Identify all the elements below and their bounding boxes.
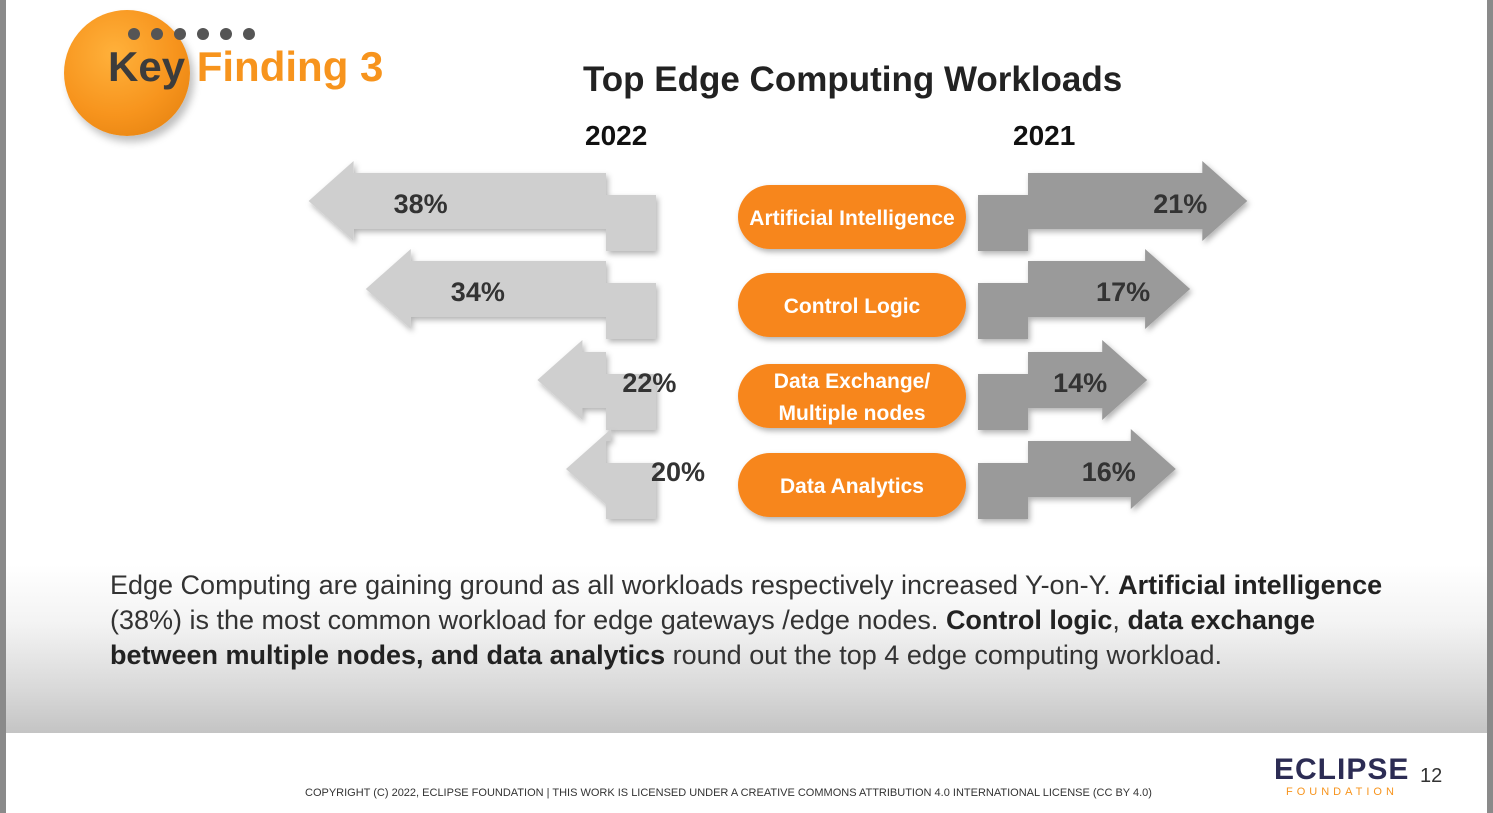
year-label-2022: 2022 (585, 120, 648, 151)
value-label-2022-4: 20% (651, 457, 705, 487)
category-label-4: Data Analytics (780, 475, 924, 498)
badge-dot (243, 28, 255, 40)
desc-part: round out the top 4 edge computing workl… (665, 640, 1223, 670)
logo-sub-text: FOUNDATION (1286, 786, 1398, 798)
value-label-2022-2: 34% (451, 277, 505, 307)
category-pill-1 (738, 185, 966, 249)
description-band (6, 565, 1487, 733)
desc-part: (38%) is the most common workload for ed… (110, 605, 946, 635)
value-label-2021-4: 16% (1082, 457, 1136, 487)
slide-frame-left (0, 0, 6, 813)
copyright-notice: COPYRIGHT (C) 2022, ECLIPSE FOUNDATION |… (305, 787, 1152, 799)
key-finding-title: Key Finding 3 (108, 42, 383, 92)
page-number: 12 (1420, 765, 1443, 787)
badge-dot (220, 28, 232, 40)
value-label-2022-3: 22% (622, 368, 676, 398)
logo-main-text: ECLIPSE (1274, 753, 1410, 786)
badge-dot (197, 28, 209, 40)
badge-dots (128, 28, 255, 40)
desc-part: Edge Computing are gaining ground as all… (110, 570, 1119, 600)
arrow-2021-4 (978, 429, 1176, 519)
desc-bold: Artificial intelligence (1118, 570, 1383, 600)
category-label-2: Control Logic (784, 295, 921, 318)
badge-dot (151, 28, 163, 40)
arrow-2021-1 (978, 161, 1248, 251)
value-label-2021-2: 17% (1096, 277, 1150, 307)
badge-finding-word: Finding 3 (196, 43, 384, 90)
value-label-2022-1: 38% (394, 189, 448, 219)
badge-dot (128, 28, 140, 40)
badge-key-word: Key (108, 43, 186, 90)
category-pill-3 (738, 364, 966, 428)
year-label-2021: 2021 (1013, 120, 1076, 151)
arrow-2021-2 (978, 249, 1191, 339)
category-label-3: Multiple nodes (779, 402, 926, 425)
category-pill-4 (738, 453, 966, 517)
desc-bold: data exchange between multiple nodes, an… (110, 605, 1316, 670)
arrow-2022-2 (365, 249, 656, 339)
description-text: Edge Computing are gaining ground as all… (110, 568, 1410, 673)
value-label-2021-1: 21% (1153, 189, 1207, 219)
category-label-1: Artificial Intelligence (749, 207, 954, 230)
arrow-2022-1 (308, 161, 656, 251)
arrow-2022-4 (566, 429, 656, 519)
chart-title: Top Edge Computing Workloads (583, 60, 1123, 99)
eclipse-foundation-logo: ECLIPSE FOUNDATION (1274, 753, 1410, 799)
badge-dot (174, 28, 186, 40)
arrow-2021-3 (978, 340, 1148, 430)
desc-bold: Control logic (945, 605, 1113, 635)
slide-frame-right (1487, 0, 1493, 813)
category-pill-2 (738, 273, 966, 337)
arrow-2022-3 (537, 340, 656, 430)
key-finding-badge (64, 10, 190, 136)
desc-part: , (1112, 605, 1128, 635)
category-label-3: Data Exchange/ (774, 370, 931, 393)
value-label-2021-3: 14% (1053, 368, 1107, 398)
workload-chart: 38% 21% Artificial Intelligence 34% 17% Contr… (308, 161, 1248, 519)
